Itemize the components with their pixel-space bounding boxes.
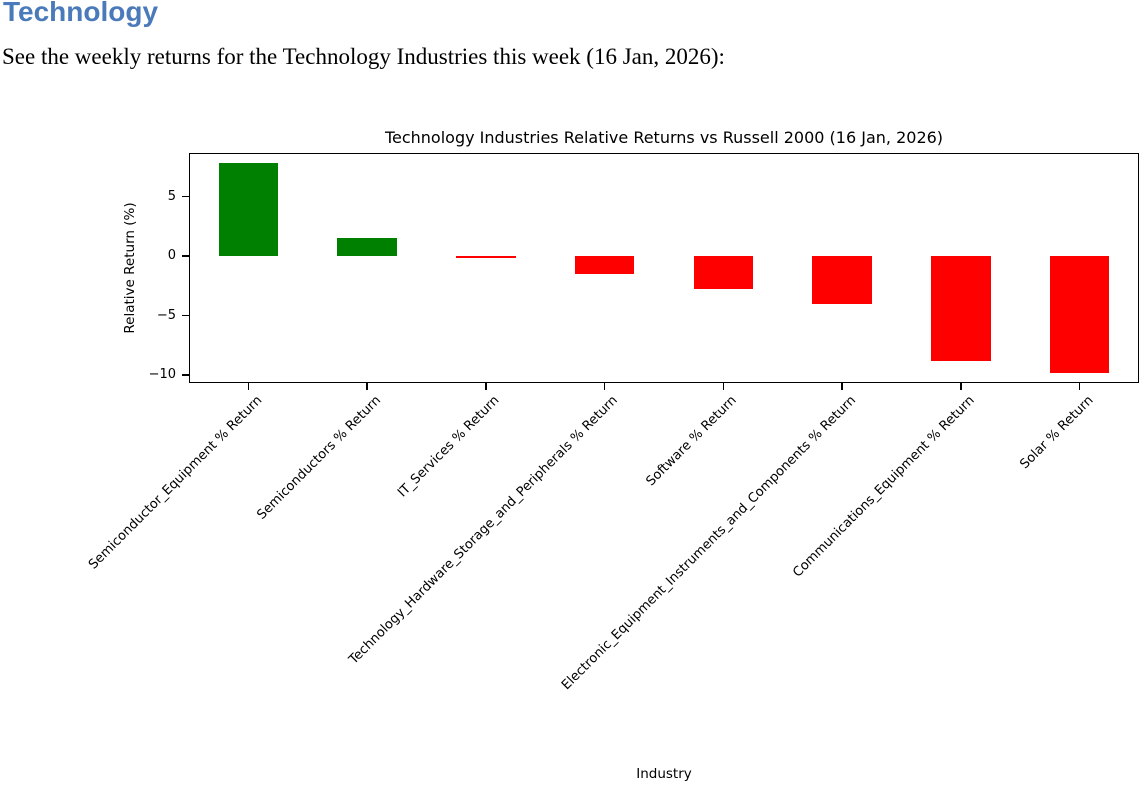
x-tick-mark (247, 383, 250, 390)
x-tick-label: Technology_Hardware_Storage_and_Peripher… (346, 393, 622, 668)
x-tick-label: Electronic_Equipment_Instruments_and_Com… (558, 393, 859, 694)
bar (574, 256, 635, 274)
y-tick-mark (182, 195, 189, 198)
intro-text: See the weekly returns for the Technolog… (2, 44, 725, 69)
x-tick-label: Solar % Return (1017, 393, 1097, 473)
plot-area (189, 153, 1139, 383)
x-tick-label: Semiconductors % Return (254, 393, 384, 523)
bar (337, 238, 397, 257)
x-tick-mark (366, 383, 368, 390)
y-axis-label: Relative Return (%) (122, 202, 138, 334)
x-tick-mark (485, 383, 487, 390)
bar (693, 256, 754, 290)
x-tick-mark (960, 383, 962, 390)
y-tick-label: −5 (156, 307, 176, 323)
bar (931, 256, 991, 361)
y-tick-mark (182, 314, 189, 317)
y-tick-label: 5 (167, 188, 176, 204)
section-heading: Technology (3, 0, 159, 27)
y-tick-label: 0 (167, 248, 176, 264)
bar (1049, 256, 1110, 373)
y-tick-mark (182, 255, 189, 257)
x-tick-mark (1078, 383, 1081, 390)
y-tick-mark (182, 374, 189, 376)
bar (456, 256, 516, 259)
bar (812, 256, 872, 304)
x-tick-label: Software % Return (643, 393, 740, 490)
x-tick-mark (841, 383, 843, 390)
x-tick-label: Semiconductor_Equipment % Return (85, 393, 265, 573)
chart-title: Technology Industries Relative Returns v… (384, 128, 944, 147)
x-tick-mark (603, 383, 606, 390)
x-tick-mark (722, 383, 725, 390)
x-tick-label: Communications_Equipment % Return (790, 393, 978, 581)
y-tick-label: −10 (148, 366, 176, 382)
x-axis-label: Industry (636, 766, 692, 782)
bar (218, 163, 279, 257)
x-tick-label: IT_Services % Return (395, 393, 503, 501)
